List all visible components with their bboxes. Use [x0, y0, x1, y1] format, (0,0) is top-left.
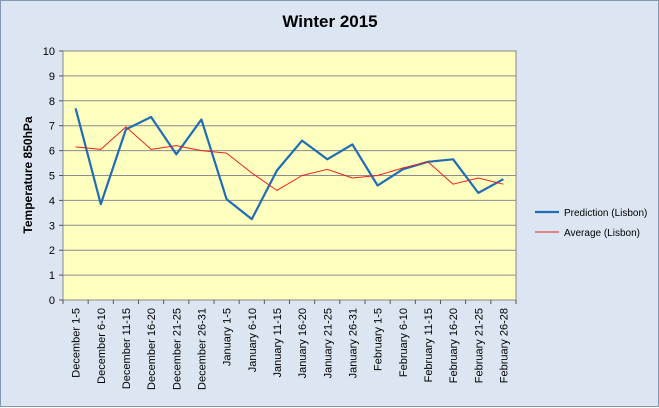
y-axis-label: Temperature 850hPa	[21, 116, 35, 233]
y-axis-ticks: 0 1 2 3 4 5 6 7 8 9 10	[43, 46, 63, 307]
y-tick-label: 0	[49, 295, 55, 307]
y-tick-label: 10	[43, 46, 55, 58]
x-tick-label: December 11-15	[121, 308, 133, 389]
y-tick-label: 8	[49, 96, 55, 108]
x-tick-label: February 11-15	[423, 308, 435, 382]
x-tick-label: January 6-10	[247, 308, 259, 372]
y-tick-label: 9	[49, 71, 55, 83]
x-tick-label: December 21-25	[171, 308, 183, 390]
x-tick-label: December 26-31	[196, 308, 208, 390]
x-tick-label: February 6-10	[398, 308, 410, 377]
x-tick-label: January 26-31	[347, 308, 359, 378]
chart-title: Winter 2015	[282, 12, 377, 31]
x-tick-label: February 16-20	[448, 308, 460, 383]
x-tick-label: January 1-5	[222, 308, 234, 366]
x-tick-label: January 16-20	[297, 308, 309, 378]
legend: Prediction (Lisbon) Average (Lisbon)	[535, 208, 647, 239]
x-tick-label: February 21-25	[473, 308, 485, 383]
x-tick-label: December 6-10	[96, 308, 108, 384]
y-tick-label: 2	[49, 245, 55, 257]
y-tick-label: 4	[49, 195, 55, 207]
y-tick-label: 1	[49, 270, 55, 282]
x-tick-label: December 1-5	[71, 308, 83, 378]
x-tick-label: December 16-20	[146, 308, 158, 390]
x-tick-label: February 26-28	[498, 308, 510, 383]
legend-label: Average (Lisbon)	[564, 228, 640, 239]
y-tick-label: 7	[49, 121, 55, 133]
y-tick-label: 6	[49, 146, 55, 158]
x-tick-label: February 1-5	[373, 308, 385, 371]
x-axis-ticks: December 1-5 December 6-10 December 11-15 D…	[63, 300, 516, 390]
x-tick-label: January 21-25	[322, 308, 334, 378]
legend-label: Prediction (Lisbon)	[564, 208, 647, 219]
y-tick-label: 3	[49, 220, 55, 232]
y-tick-label: 5	[49, 171, 55, 183]
x-tick-label: January 11-15	[272, 308, 284, 378]
